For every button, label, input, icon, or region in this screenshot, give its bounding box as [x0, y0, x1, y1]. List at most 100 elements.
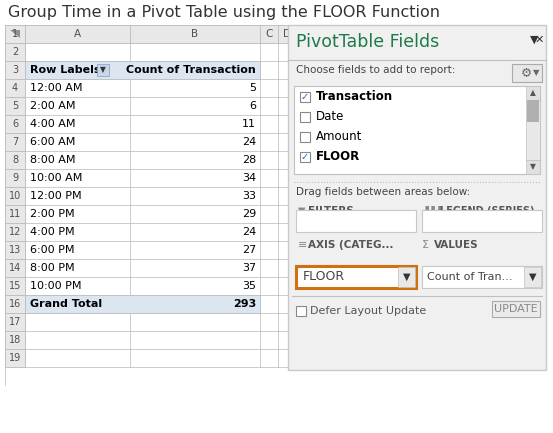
Bar: [5, 151, 25, 169]
Text: Date: Date: [316, 110, 345, 123]
Text: 8:00 AM: 8:00 AM: [30, 155, 76, 165]
Text: Grand Total: Grand Total: [30, 299, 102, 309]
Bar: [294, 86, 540, 174]
Bar: [296, 25, 314, 43]
Bar: [300, 92, 310, 102]
Text: 2:00 PM: 2:00 PM: [30, 209, 75, 219]
Text: 10: 10: [9, 191, 21, 201]
Bar: [526, 160, 540, 174]
Text: 4:00 AM: 4:00 AM: [30, 119, 76, 129]
Text: 4: 4: [12, 83, 18, 93]
Text: ✓: ✓: [301, 92, 309, 102]
Text: 18: 18: [9, 335, 21, 345]
Text: E: E: [302, 29, 308, 39]
Text: LEGEND (SERIES): LEGEND (SERIES): [440, 206, 535, 216]
Text: 10:00 PM: 10:00 PM: [30, 281, 81, 291]
Text: Choose fields to add to report:: Choose fields to add to report:: [296, 65, 455, 75]
Text: 12:00 PM: 12:00 PM: [30, 191, 82, 201]
Text: 9: 9: [12, 173, 18, 183]
Bar: [5, 241, 25, 259]
Text: 7: 7: [12, 137, 18, 147]
Bar: [422, 266, 542, 288]
Text: Amount: Amount: [316, 130, 362, 143]
Bar: [314, 25, 332, 43]
Text: 10:00 AM: 10:00 AM: [30, 173, 82, 183]
Bar: [5, 169, 25, 187]
Bar: [5, 223, 25, 241]
Text: FLOOR: FLOOR: [316, 151, 360, 164]
Text: G: G: [337, 29, 345, 39]
Bar: [288, 25, 546, 370]
Text: 2: 2: [12, 47, 18, 57]
Text: F: F: [320, 29, 326, 39]
Bar: [332, 25, 350, 43]
Text: A: A: [74, 29, 81, 39]
Text: 12:00 AM: 12:00 AM: [30, 83, 82, 93]
Bar: [5, 331, 25, 349]
Text: 28: 28: [242, 155, 256, 165]
Bar: [296, 306, 306, 316]
Text: ▼: ▼: [533, 68, 539, 78]
Text: 4:00 PM: 4:00 PM: [30, 227, 75, 237]
Bar: [492, 301, 540, 317]
Text: Count of Tran...: Count of Tran...: [427, 272, 513, 282]
Text: ▐▐▐: ▐▐▐: [422, 206, 442, 215]
Bar: [25, 295, 260, 313]
Bar: [5, 115, 25, 133]
Text: FILTERS: FILTERS: [308, 206, 354, 216]
Bar: [25, 25, 130, 43]
Text: ✓: ✓: [301, 152, 309, 162]
Text: FLOOR: FLOOR: [303, 271, 345, 284]
Text: 35: 35: [242, 281, 256, 291]
Bar: [296, 266, 416, 288]
Bar: [300, 132, 310, 142]
Text: ▼: ▼: [530, 162, 536, 171]
Text: D: D: [283, 29, 291, 39]
Text: 11: 11: [9, 209, 21, 219]
Text: Group Time in a Pivot Table using the FLOOR Function: Group Time in a Pivot Table using the FL…: [8, 5, 440, 20]
Text: VALUES: VALUES: [434, 240, 479, 250]
Bar: [512, 64, 542, 82]
Text: ▲: ▲: [530, 88, 536, 97]
Bar: [5, 61, 25, 79]
Text: ✕: ✕: [535, 35, 544, 45]
Bar: [130, 25, 260, 43]
Text: C: C: [265, 29, 273, 39]
Text: 15: 15: [9, 281, 21, 291]
Bar: [5, 187, 25, 205]
Text: 16: 16: [9, 299, 21, 309]
Text: 13: 13: [9, 245, 21, 255]
Bar: [5, 259, 25, 277]
Bar: [526, 86, 540, 100]
Text: 5: 5: [12, 101, 18, 111]
Text: 3: 3: [12, 65, 18, 75]
Bar: [5, 25, 25, 43]
Text: 2:00 AM: 2:00 AM: [30, 101, 76, 111]
Text: Count of Transaction: Count of Transaction: [126, 65, 256, 75]
Bar: [278, 25, 296, 43]
Text: ▼: ▼: [403, 272, 410, 282]
Bar: [260, 25, 278, 43]
Text: Defer Layout Update: Defer Layout Update: [310, 306, 426, 316]
Text: ▼: ▼: [100, 65, 106, 74]
Text: 5: 5: [249, 83, 256, 93]
Bar: [5, 133, 25, 151]
Text: PivotTable Fields: PivotTable Fields: [296, 33, 439, 51]
Text: UPDATE: UPDATE: [494, 304, 538, 314]
Text: 6:00 PM: 6:00 PM: [30, 245, 75, 255]
Bar: [5, 25, 350, 367]
Bar: [5, 43, 25, 61]
Bar: [5, 295, 25, 313]
Bar: [25, 61, 260, 79]
Bar: [5, 25, 25, 43]
Bar: [5, 277, 25, 295]
Text: 24: 24: [242, 137, 256, 147]
Text: Drag fields between areas below:: Drag fields between areas below:: [296, 187, 470, 197]
Text: 6:00 AM: 6:00 AM: [30, 137, 75, 147]
Bar: [300, 112, 310, 122]
Text: 6: 6: [12, 119, 18, 129]
Text: 293: 293: [233, 299, 256, 309]
Text: 33: 33: [242, 191, 256, 201]
Bar: [5, 349, 25, 367]
Text: Transaction: Transaction: [316, 90, 393, 103]
